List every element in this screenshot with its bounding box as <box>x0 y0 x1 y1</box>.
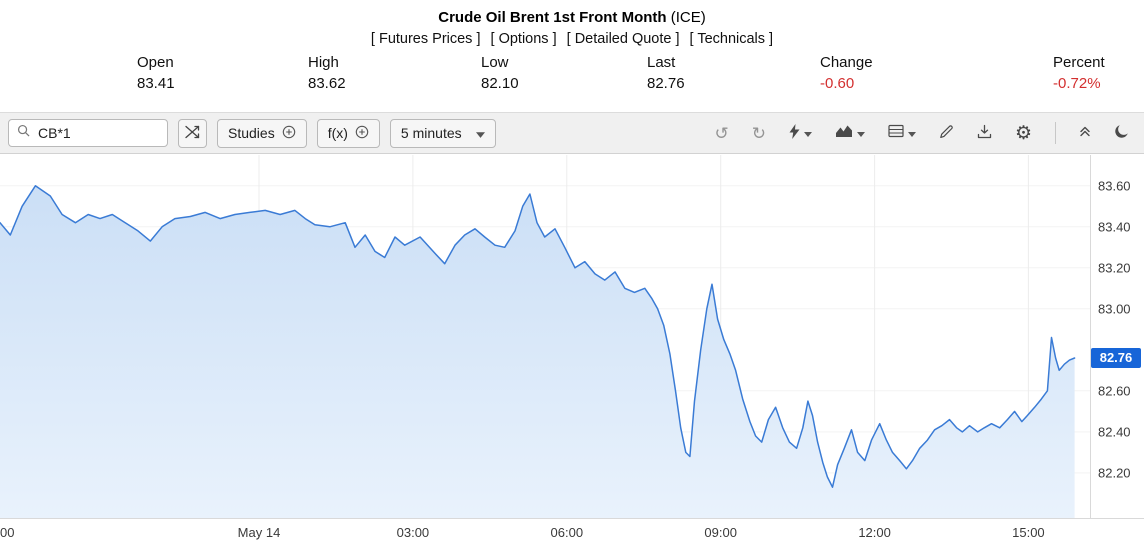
y-axis-label: 82.40 <box>1098 424 1131 439</box>
stat-low: Low 82.10 <box>481 52 519 94</box>
caret-down-icon <box>907 125 916 141</box>
toolbar-divider <box>1055 122 1056 144</box>
y-axis-label: 83.60 <box>1098 178 1131 193</box>
chart-area: 83.60 83.40 83.20 83.00 82.60 82.40 82.20 00 May… <box>0 155 1144 543</box>
stat-open: Open 83.41 <box>137 52 175 94</box>
x-axis-label: 15:00 <box>1012 525 1045 540</box>
fx-button[interactable]: f(x) <box>316 118 380 148</box>
link-futures-prices[interactable]: [ Futures Prices ] <box>370 31 481 47</box>
symbol-search-box[interactable] <box>8 119 168 147</box>
page-title: Crude Oil Brent 1st Front Month (ICE) <box>0 9 1144 26</box>
stat-last: Last 82.76 <box>647 52 685 94</box>
flash-icon <box>789 123 800 143</box>
stat-label: Last <box>647 54 676 71</box>
undo-button[interactable]: ↺ <box>714 125 728 142</box>
theme-toggle-button[interactable] <box>1114 123 1130 143</box>
y-axis-label: 83.00 <box>1098 301 1131 316</box>
stat-value: -0.72% <box>1053 75 1101 92</box>
last-price-badge: 82.76 <box>1091 348 1141 368</box>
chart-style-button[interactable] <box>835 124 865 142</box>
link-technicals[interactable]: [ Technicals ] <box>689 31 774 47</box>
stat-label: Low <box>481 54 509 71</box>
stat-value: 82.76 <box>647 75 685 92</box>
symbol-input[interactable] <box>36 124 159 142</box>
y-axis-label: 82.20 <box>1098 465 1131 480</box>
x-axis-label: 06:00 <box>551 525 584 540</box>
studies-button-label: Studies <box>228 125 275 141</box>
studies-button[interactable]: Studies <box>217 118 307 148</box>
draw-button[interactable] <box>939 124 954 143</box>
y-axis-label: 83.20 <box>1098 260 1131 275</box>
x-axis-label: 00 <box>0 525 14 540</box>
compare-button[interactable] <box>178 118 207 148</box>
stat-value: 83.62 <box>308 75 346 92</box>
price-chart[interactable]: 83.60 83.40 83.20 83.00 82.60 82.40 82.20 00 May… <box>0 155 1144 543</box>
compare-icon <box>184 125 201 142</box>
panels-icon <box>888 124 904 142</box>
flash-events-button[interactable] <box>789 123 812 143</box>
x-axis-label: 03:00 <box>397 525 430 540</box>
redo-icon: ↻ <box>751 123 766 143</box>
stat-percent: Percent -0.72% <box>1053 52 1105 94</box>
quote-links: [ Futures Prices ] [ Options ] [ Detaile… <box>0 31 1144 47</box>
collapse-toolbar-button[interactable] <box>1079 125 1091 141</box>
area-chart-icon <box>835 124 853 142</box>
stat-label: High <box>308 54 339 71</box>
plus-circle-icon <box>355 125 369 142</box>
chevrons-up-icon <box>1079 125 1091 141</box>
stat-change: Change -0.60 <box>820 52 873 94</box>
search-icon <box>17 124 30 142</box>
interval-label: 5 minutes <box>400 125 462 141</box>
instrument-name: Crude Oil Brent 1st Front Month <box>438 9 667 26</box>
gear-icon: ⚙ <box>1014 122 1032 144</box>
link-detailed-quote[interactable]: [ Detailed Quote ] <box>566 31 680 47</box>
plus-circle-icon <box>282 125 296 142</box>
download-icon <box>977 124 992 143</box>
stat-high: High 83.62 <box>308 52 346 94</box>
display-settings-button[interactable] <box>888 124 916 142</box>
fx-button-label: f(x) <box>327 125 348 141</box>
stat-label: Open <box>137 54 174 71</box>
undo-icon: ↺ <box>714 123 729 143</box>
stat-label: Percent <box>1053 54 1105 71</box>
x-axis-label: 12:00 <box>858 525 891 540</box>
x-axis-label: May 14 <box>238 525 281 540</box>
redo-button[interactable]: ↻ <box>752 125 766 142</box>
pencil-icon <box>939 124 954 143</box>
y-axis-label: 83.40 <box>1098 219 1131 234</box>
quote-header: Crude Oil Brent 1st Front Month (ICE) [ … <box>0 0 1144 112</box>
settings-button[interactable]: ⚙ <box>1015 124 1032 143</box>
exchange-suffix: (ICE) <box>666 9 706 26</box>
stat-value: 82.10 <box>481 75 519 92</box>
download-button[interactable] <box>977 124 992 143</box>
stat-value: -0.60 <box>820 75 855 92</box>
caret-down-icon <box>803 125 812 141</box>
stat-value: 83.41 <box>137 75 175 92</box>
stat-label: Change <box>820 54 873 71</box>
y-axis-label: 82.60 <box>1098 383 1131 398</box>
toolbar-right-icons: ↺ ↻ <box>714 122 1130 144</box>
interval-dropdown[interactable]: 5 minutes <box>389 118 496 148</box>
chart-toolbar: Studies f(x) 5 minutes ↺ ↻ <box>0 112 1144 154</box>
link-options[interactable]: [ Options ] <box>490 31 557 47</box>
x-axis-label: 09:00 <box>704 525 737 540</box>
caret-down-icon <box>475 125 485 141</box>
caret-down-icon <box>856 125 865 141</box>
moon-icon <box>1114 123 1130 143</box>
